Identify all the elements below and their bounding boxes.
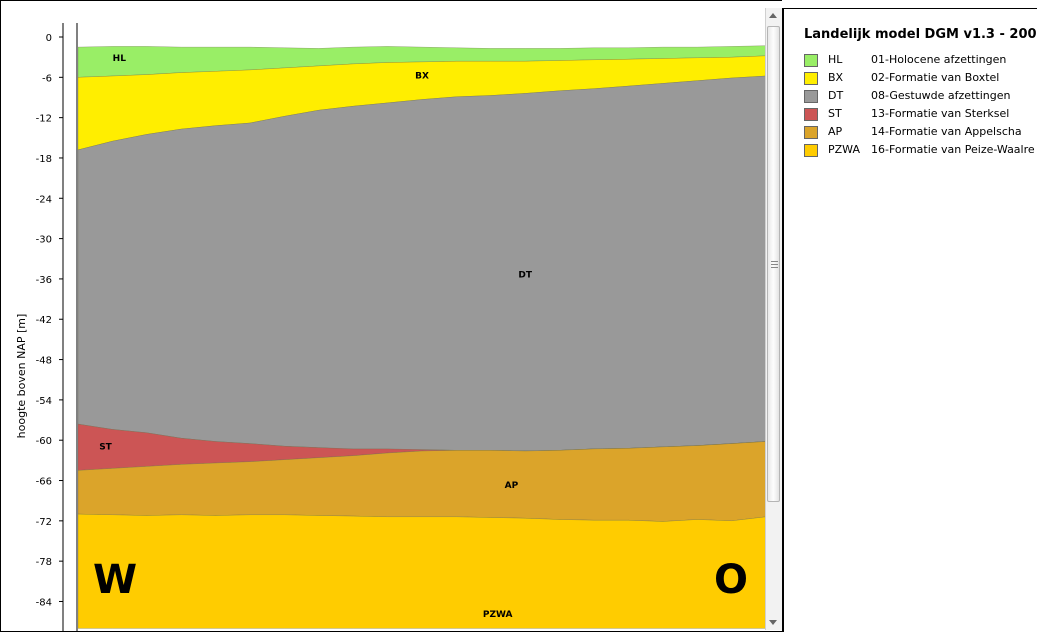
legend-code: PZWA bbox=[828, 143, 860, 156]
layer-label-ap: AP bbox=[505, 481, 519, 491]
layer-area-dt bbox=[78, 75, 766, 452]
y-axis-label: hoogte boven NAP [m] bbox=[15, 314, 28, 439]
legend-description: 16-Formatie van Peize-Waalre bbox=[871, 143, 1035, 156]
y-tick-label: -6 bbox=[42, 73, 52, 84]
chart-panel: 0 -6 -12 -18 -24 -30 -36 -42 -48 -54 -60 -66 -72 -78 -… bbox=[0, 0, 782, 632]
y-tick-label: -12 bbox=[36, 114, 52, 125]
grip-line bbox=[771, 261, 778, 262]
y-tick-label: -60 bbox=[36, 436, 52, 447]
orientation-east-label: O bbox=[714, 557, 748, 603]
legend-swatch bbox=[804, 144, 818, 157]
y-tick-label: -18 bbox=[36, 154, 52, 165]
legend-description: 01-Holocene afzettingen bbox=[871, 53, 1007, 66]
layer-label-st: ST bbox=[99, 443, 112, 453]
legend-description: 08-Gestuwde afzettingen bbox=[871, 89, 1011, 102]
legend-title: Landelijk model DGM v1.3 - 2009 bbox=[804, 27, 1037, 42]
layer-labels: HL BX DT ST AP PZWA bbox=[99, 54, 533, 620]
layer-area-pzwa bbox=[78, 513, 766, 629]
scrollbar-thumb[interactable] bbox=[767, 26, 780, 502]
legend-description: 02-Formatie van Boxtel bbox=[871, 71, 1000, 84]
legend-swatch bbox=[804, 54, 818, 67]
cross-section-chart: 0 -6 -12 -18 -24 -30 -36 -42 -48 -54 -60 -66 -72 -78 -… bbox=[15, 23, 766, 631]
legend-code: ST bbox=[828, 107, 842, 120]
y-tick-label: -24 bbox=[36, 194, 52, 205]
y-tick-label: -84 bbox=[36, 597, 52, 608]
grip-line bbox=[771, 264, 778, 265]
legend-panel: Landelijk model DGM v1.3 - 2009 HL 01-Ho… bbox=[782, 8, 1037, 632]
layer-label-hl: HL bbox=[113, 54, 127, 64]
legend-swatch bbox=[804, 90, 818, 103]
layer-label-bx: BX bbox=[415, 72, 429, 82]
legend-code: HL bbox=[828, 53, 843, 66]
legend-description: 13-Formatie van Sterksel bbox=[871, 107, 1010, 120]
scroll-down-arrow-icon[interactable] bbox=[769, 620, 777, 625]
y-axis: 0 -6 -12 -18 -24 -30 -36 -42 -48 -54 -60 -66 -72 -78 -… bbox=[36, 23, 78, 631]
layer-areas bbox=[78, 45, 766, 629]
legend-swatch bbox=[804, 108, 818, 121]
vertical-scrollbar[interactable] bbox=[765, 8, 782, 630]
grip-line bbox=[771, 267, 778, 268]
y-tick-label: -30 bbox=[36, 235, 52, 246]
legend-code: AP bbox=[828, 125, 843, 138]
legend-swatch bbox=[804, 126, 818, 139]
y-tick-label: -42 bbox=[36, 315, 52, 326]
y-tick-label: -48 bbox=[36, 356, 52, 367]
layer-label-pzwa: PZWA bbox=[483, 610, 513, 620]
y-tick-label: 0 bbox=[46, 33, 52, 44]
layer-label-dt: DT bbox=[518, 271, 532, 281]
y-tick-label: -36 bbox=[36, 275, 52, 286]
orientation-west-label: W bbox=[93, 557, 137, 603]
legend-swatch bbox=[804, 72, 818, 85]
y-tick-label: -66 bbox=[36, 477, 52, 488]
legend-code: BX bbox=[828, 71, 844, 84]
scroll-up-arrow-icon[interactable] bbox=[769, 13, 777, 18]
y-tick-label: -78 bbox=[36, 557, 52, 568]
y-tick-label: -54 bbox=[36, 396, 52, 407]
y-tick-label: -72 bbox=[36, 517, 52, 528]
legend-code: DT bbox=[828, 89, 844, 102]
legend-description: 14-Formatie van Appelscha bbox=[871, 125, 1022, 138]
